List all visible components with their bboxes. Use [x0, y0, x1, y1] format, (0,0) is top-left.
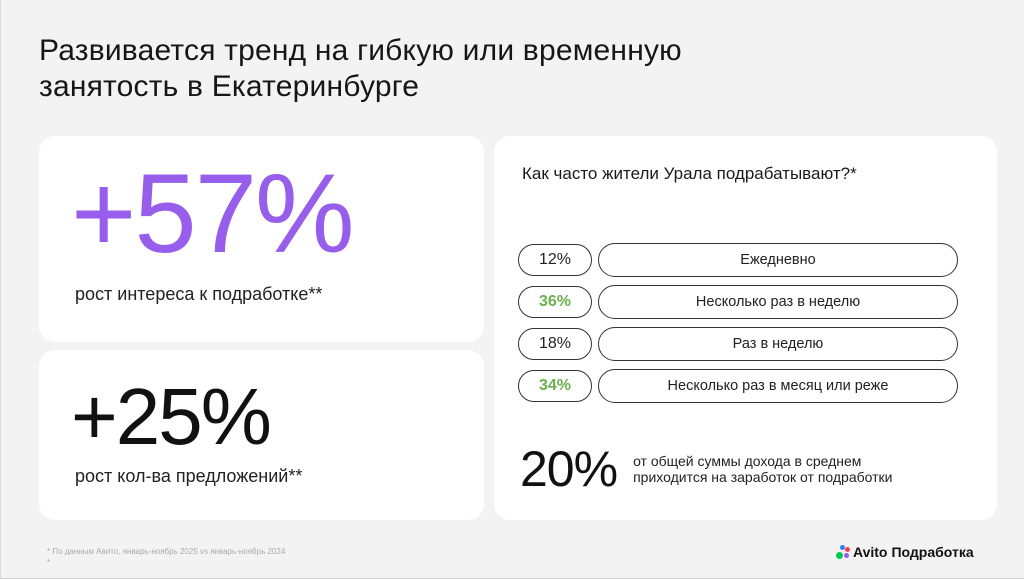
income-share-text: от общей суммы дохода в среднем приходит…	[633, 453, 892, 485]
frequency-percent: 34%	[518, 370, 592, 402]
offers-growth-label: рост кол-ва предложений**	[75, 466, 303, 486]
footnotes: * По данным Авито, январь-ноябрь 2025 vs…	[47, 546, 285, 568]
interest-growth-label: рост интереса к подработке**	[75, 284, 323, 304]
logo-brand: Avito	[853, 544, 888, 560]
income-share-value: 20%	[520, 441, 618, 497]
income-share-line-1: от общей суммы дохода в среднем	[633, 453, 862, 469]
footnote-1: * По данным Авито, январь-ноябрь 2025 vs…	[47, 547, 286, 556]
offers-growth-value: +25%	[71, 372, 272, 461]
page-title: Развивается тренд на гибкую или временну…	[39, 33, 682, 105]
avito-logo: Avito Подработка	[836, 544, 974, 560]
frequency-label: Несколько раз в месяц или реже	[598, 369, 958, 403]
frequency-percent: 18%	[518, 328, 592, 360]
frequency-row: 18% Раз в неделю	[518, 326, 958, 362]
title-line-2: занятость в Екатеринбурге	[39, 70, 420, 103]
frequency-row: 12% Ежедневно	[518, 242, 958, 278]
logo-product: Подработка	[891, 544, 974, 560]
avito-dots-icon	[836, 545, 850, 559]
income-share-line-2: приходится на заработок от подработки	[633, 469, 893, 485]
frequency-card: Как часто жители Урала подрабатывают?* 1…	[494, 136, 997, 520]
interest-growth-card: +57% рост интереса к подработке**	[39, 136, 484, 342]
income-share: 20% от общей суммы дохода в среднем прих…	[520, 441, 892, 497]
frequency-label: Несколько раз в неделю	[598, 285, 958, 319]
frequency-row: 36% Несколько раз в неделю	[518, 284, 958, 320]
frequency-list: 12% Ежедневно 36% Несколько раз в неделю…	[518, 242, 958, 410]
frequency-question: Как часто жители Урала подрабатывают?*	[522, 164, 857, 183]
frequency-percent: 36%	[518, 286, 592, 318]
frequency-row: 34% Несколько раз в месяц или реже	[518, 368, 958, 404]
frequency-percent: 12%	[518, 244, 592, 276]
frequency-label: Ежедневно	[598, 243, 958, 277]
interest-growth-value: +57%	[71, 151, 355, 276]
frequency-label: Раз в неделю	[598, 327, 958, 361]
footnote-2: *	[47, 558, 51, 567]
title-line-1: Развивается тренд на гибкую или временну…	[39, 34, 682, 67]
offers-growth-card: +25% рост кол-ва предложений**	[39, 350, 484, 520]
